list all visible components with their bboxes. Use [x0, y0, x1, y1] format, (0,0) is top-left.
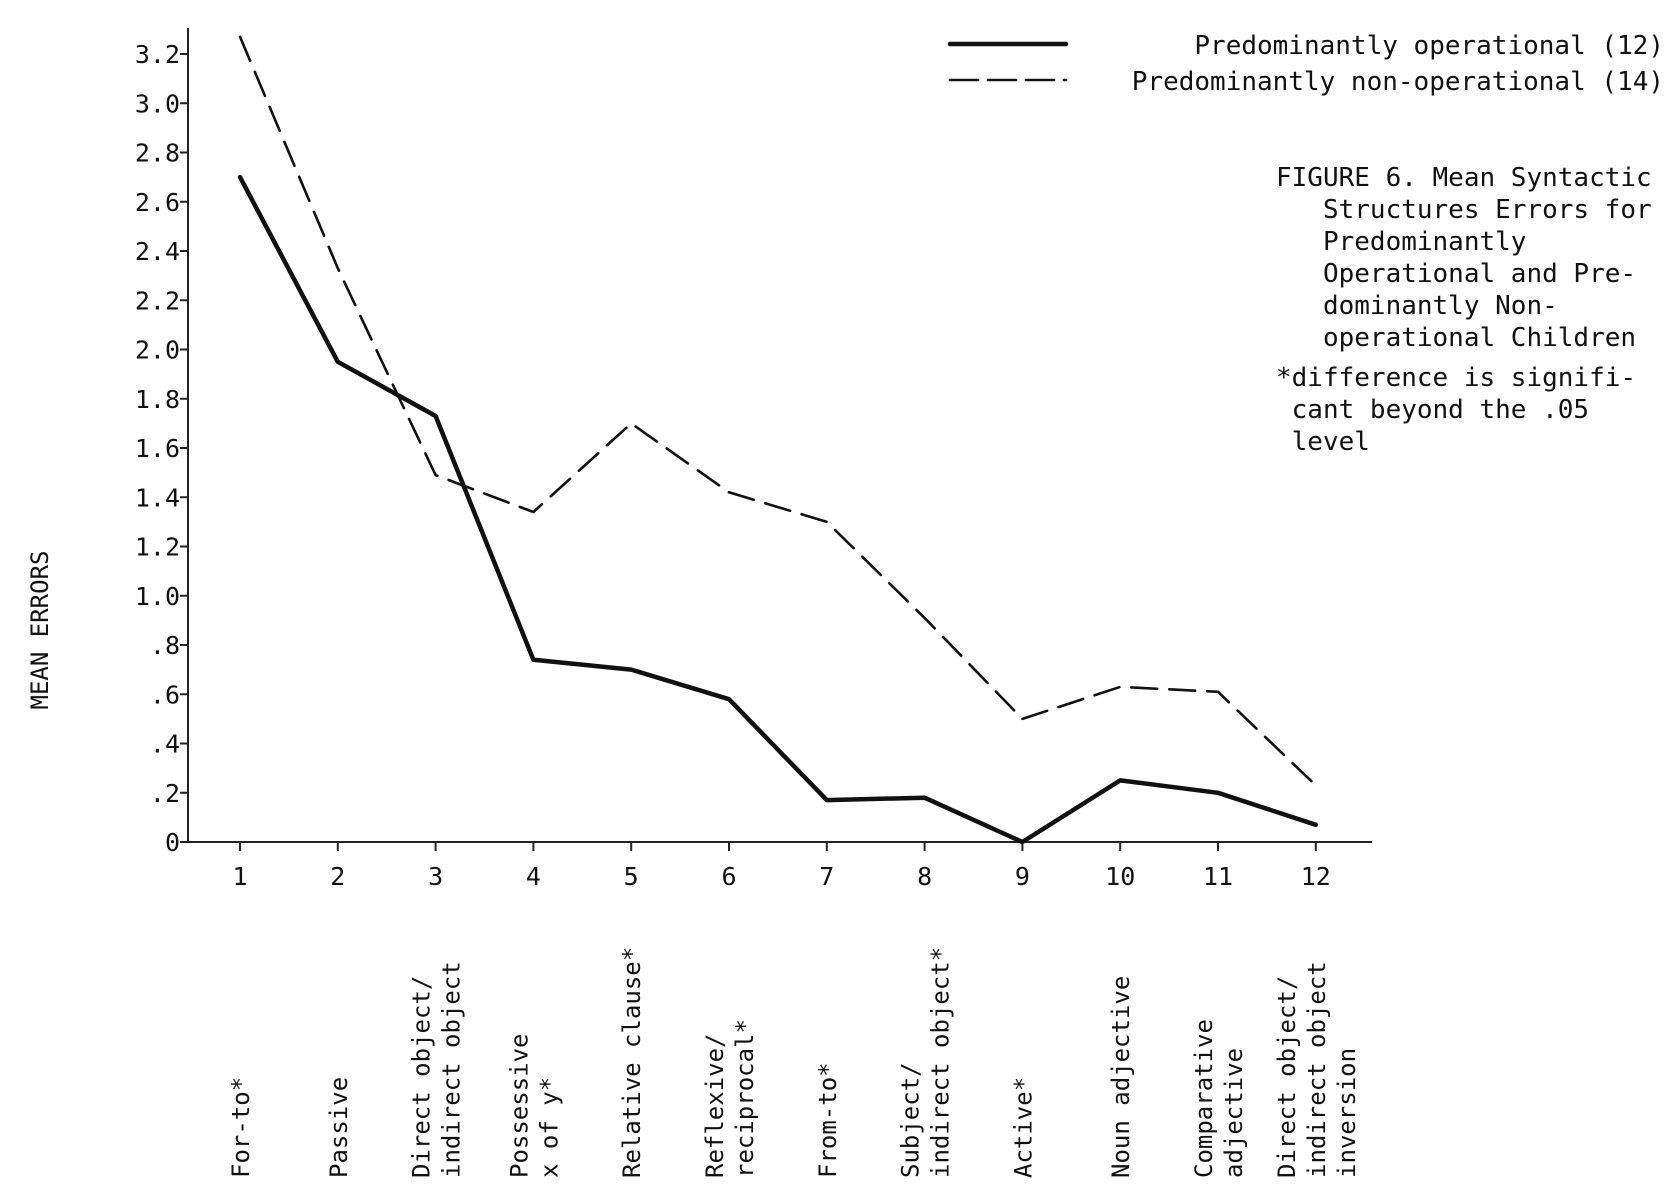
x-axis-ticks: 1 2 3 4 5 6 7 8 9 10 11 12 [232, 842, 1331, 891]
series-line-operational [237, 174, 1319, 845]
category-label: adjective [1220, 1048, 1248, 1178]
y-tick-label: 0 [165, 828, 180, 857]
x-tick-label: 7 [819, 862, 834, 891]
category-label: For-to* [227, 1077, 255, 1178]
footnote-line: cant beyond the .05 [1276, 395, 1589, 425]
y-tick-label: 1.2 [135, 533, 180, 562]
y-tick-label: 2.2 [135, 286, 180, 315]
x-tick-label: 10 [1105, 862, 1135, 891]
legend: Predominantly operational (12) Predominan… [947, 31, 1664, 97]
category-label: indirect object [438, 961, 466, 1178]
y-tick-label: .2 [150, 779, 180, 808]
category-label: Comparative [1190, 1019, 1218, 1178]
y-tick-label: 1.6 [135, 434, 180, 463]
significance-footnote: *difference is signifi- cant beyond the … [1276, 363, 1636, 457]
x-tick-label: 12 [1301, 862, 1331, 891]
x-tick-label: 2 [330, 862, 345, 891]
y-tick-label: 2.8 [135, 139, 180, 168]
x-tick-label: 8 [917, 862, 932, 891]
category-label: Relative clause* [618, 947, 646, 1178]
category-label: Reflexive/ [701, 1034, 729, 1179]
y-tick-label: 1.8 [135, 385, 180, 414]
x-tick-label: 11 [1203, 862, 1233, 891]
x-tick-label: 3 [428, 862, 443, 891]
x-tick-label: 5 [624, 862, 639, 891]
y-tick-label: .4 [150, 730, 180, 759]
category-label: From-to* [814, 1062, 842, 1178]
y-tick-label: 1.0 [135, 582, 180, 611]
y-tick-label: 1.4 [135, 483, 180, 512]
category-label: Possessive [505, 1034, 533, 1179]
caption-line: Operational and Pre- [1276, 259, 1636, 289]
figure-caption: FIGURE 6. Mean Syntactic Structures Erro… [1276, 163, 1652, 353]
category-label: Noun adjective [1107, 976, 1135, 1178]
footnote-line: level [1276, 427, 1370, 457]
category-label: reciprocal* [731, 1019, 759, 1178]
category-label: Direct object/ [1273, 976, 1301, 1178]
category-label: Active* [1009, 1077, 1037, 1178]
series-lines [237, 35, 1319, 845]
y-tick-label: 3.0 [135, 89, 180, 118]
category-label: x of y* [535, 1077, 563, 1178]
y-tick-label: 3.2 [135, 40, 180, 69]
category-label: Subject/ [897, 1062, 925, 1178]
legend-label: Predominantly non-operational (14) [1132, 67, 1664, 97]
y-axis-label: MEAN ERRORS [26, 551, 54, 710]
y-tick-label: .8 [150, 631, 180, 660]
x-tick-label: 4 [526, 862, 541, 891]
caption-line: Predominantly [1276, 227, 1526, 257]
y-tick-label: 2.4 [135, 237, 180, 266]
category-label: inversion [1333, 1048, 1361, 1178]
x-tick-label: 1 [232, 862, 247, 891]
y-tick-label: .6 [150, 680, 180, 709]
x-tick-label: 9 [1015, 862, 1030, 891]
series-line-non-operational [238, 35, 1318, 787]
y-tick-label: 2.6 [135, 188, 180, 217]
caption-line: FIGURE 6. Mean Syntactic [1276, 163, 1652, 193]
caption-line: Structures Errors for [1276, 195, 1652, 225]
category-labels: For-to* Passive Direct object/indirect obj… [227, 947, 1361, 1178]
legend-label: Predominantly operational (12) [1194, 31, 1664, 61]
y-tick-label: 2.0 [135, 336, 180, 365]
category-label: Direct object/ [408, 976, 436, 1178]
y-axis-ticks: 0 .2 .4 .6 .8 1.0 1.2 1.4 1.6 1.8 2.0 2.2 2.4 2.6 2.8 3… [135, 40, 188, 857]
axes [187, 28, 1372, 843]
category-label: indirect object* [927, 947, 955, 1178]
footnote-line: *difference is signifi- [1276, 363, 1636, 393]
caption-line: operational Children [1276, 323, 1636, 353]
caption-line: dominantly Non- [1276, 291, 1558, 321]
category-label: Passive [325, 1077, 353, 1178]
x-tick-label: 6 [721, 862, 736, 891]
category-label: indirect object [1303, 961, 1331, 1178]
